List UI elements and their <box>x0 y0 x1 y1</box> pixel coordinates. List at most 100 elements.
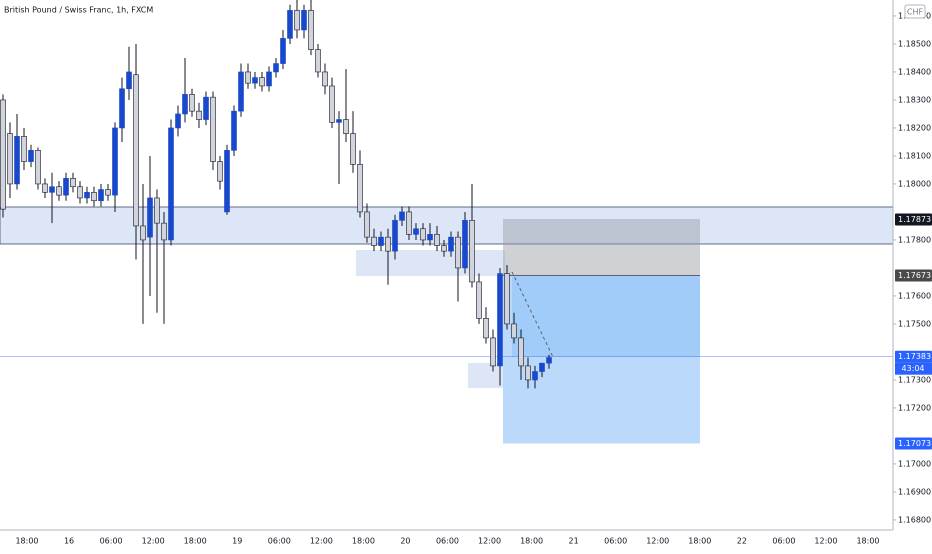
candle-body <box>105 189 111 196</box>
x-tick-label: 20 <box>400 537 410 546</box>
candle-body <box>287 10 293 39</box>
y-tick-label: 1.17300 <box>898 375 931 384</box>
drawings <box>0 206 894 388</box>
filled-zone <box>512 275 700 357</box>
x-tick-label: 06:00 <box>268 537 291 546</box>
candle-body <box>301 10 307 31</box>
x-tick-label: 18:00 <box>688 537 711 546</box>
chart-title: British Pound / Swiss Franc, 1h, FXCM <box>4 6 153 15</box>
candle-body <box>455 236 461 269</box>
candle-body <box>84 192 90 199</box>
x-tick-label: 12:00 <box>142 537 165 546</box>
candle-body <box>434 234 440 246</box>
candle-body <box>112 127 118 196</box>
candle-body <box>35 150 41 185</box>
candle-body <box>56 186 62 196</box>
candle-body <box>378 236 384 246</box>
y-tick-label: 1.16800 <box>898 515 931 524</box>
candle-body <box>322 71 328 87</box>
currency: CHF <box>907 8 924 17</box>
candle-body <box>490 337 496 367</box>
candle-body <box>273 63 279 73</box>
candle-body <box>406 211 412 235</box>
candle-body <box>126 71 132 90</box>
price-badge <box>895 437 932 450</box>
x-tick-label: 18:00 <box>856 537 879 546</box>
candle-body <box>7 133 13 185</box>
price-badge <box>895 269 932 282</box>
candle-body <box>245 71 251 84</box>
candle-body <box>252 77 258 84</box>
trend-line <box>511 271 554 358</box>
price-badge-label: 1.17673 <box>898 271 931 280</box>
y-tick-label: 1.17000 <box>898 459 931 468</box>
candle-body <box>511 323 517 339</box>
candle-body <box>399 211 405 221</box>
candle-body <box>364 211 370 238</box>
candle-body <box>259 77 265 87</box>
y-tick-label: 1.17200 <box>898 403 931 412</box>
x-tick-label: 18:00 <box>520 537 543 546</box>
candle-body <box>231 110 237 151</box>
candle-body <box>546 357 552 364</box>
y-tick-label: 1.18500 <box>898 39 931 48</box>
x-tick-label: 18:00 <box>15 537 38 546</box>
y-tick-label: 1.17600 <box>898 291 931 300</box>
candle-body <box>63 178 69 196</box>
candle-body <box>469 220 475 283</box>
candle-body <box>0 99 6 210</box>
x-tick-label: 12:00 <box>646 537 669 546</box>
candle-body <box>420 228 426 241</box>
time-axis <box>0 530 932 550</box>
candle-body <box>182 94 188 115</box>
candle-body <box>217 161 223 182</box>
candle-body <box>336 119 342 123</box>
candle-body <box>294 10 300 31</box>
candle-body <box>357 164 363 213</box>
price-badge-label: 1.17873 <box>898 215 931 224</box>
candle-body <box>42 183 48 193</box>
candle-body <box>238 71 244 112</box>
candle-body <box>392 220 398 252</box>
x-tick-label: 06:00 <box>604 537 627 546</box>
candle-body <box>308 10 314 50</box>
candle-body <box>210 96 216 162</box>
candle-body <box>441 245 447 252</box>
x-tick-label: 16 <box>64 537 74 546</box>
candle-body <box>147 197 153 238</box>
candle-body <box>315 49 321 73</box>
countdown: 43:04 <box>901 364 924 373</box>
candle-body <box>168 127 174 241</box>
candle-body <box>525 365 531 381</box>
y-tick-label: 1.17500 <box>898 319 931 328</box>
price-badge-label: 1.17383 <box>898 352 931 361</box>
candle-body <box>154 197 160 224</box>
price-badge-label: 1.17073 <box>898 439 931 448</box>
candle-body <box>91 192 97 202</box>
candle-body <box>21 136 27 162</box>
candle-body <box>329 85 335 123</box>
candle-body <box>476 281 482 319</box>
candle-body <box>175 113 181 129</box>
x-tick-label: 19 <box>232 537 242 546</box>
candle-body <box>140 225 146 241</box>
x-tick-label: 18:00 <box>352 537 375 546</box>
y-tick-label: 1.16900 <box>898 487 931 496</box>
y-tick-label: 1.18200 <box>898 123 931 132</box>
y-tick-label: 1.18300 <box>898 95 931 104</box>
candle-body <box>28 150 34 162</box>
candle-body <box>462 220 468 269</box>
candle-body <box>385 236 391 252</box>
candle-body <box>504 273 510 325</box>
candle-body <box>343 119 349 134</box>
candle-body <box>203 96 209 120</box>
x-tick-label: 06:00 <box>772 537 795 546</box>
candle-body <box>77 186 83 199</box>
countdown-badge <box>895 362 932 375</box>
currency-box <box>904 4 926 19</box>
x-tick-label: 06:00 <box>100 537 123 546</box>
x-tick-label: 21 <box>569 537 579 546</box>
candle-body <box>483 318 489 339</box>
candles <box>0 0 552 389</box>
y-tick-label: 1.17800 <box>898 235 931 244</box>
